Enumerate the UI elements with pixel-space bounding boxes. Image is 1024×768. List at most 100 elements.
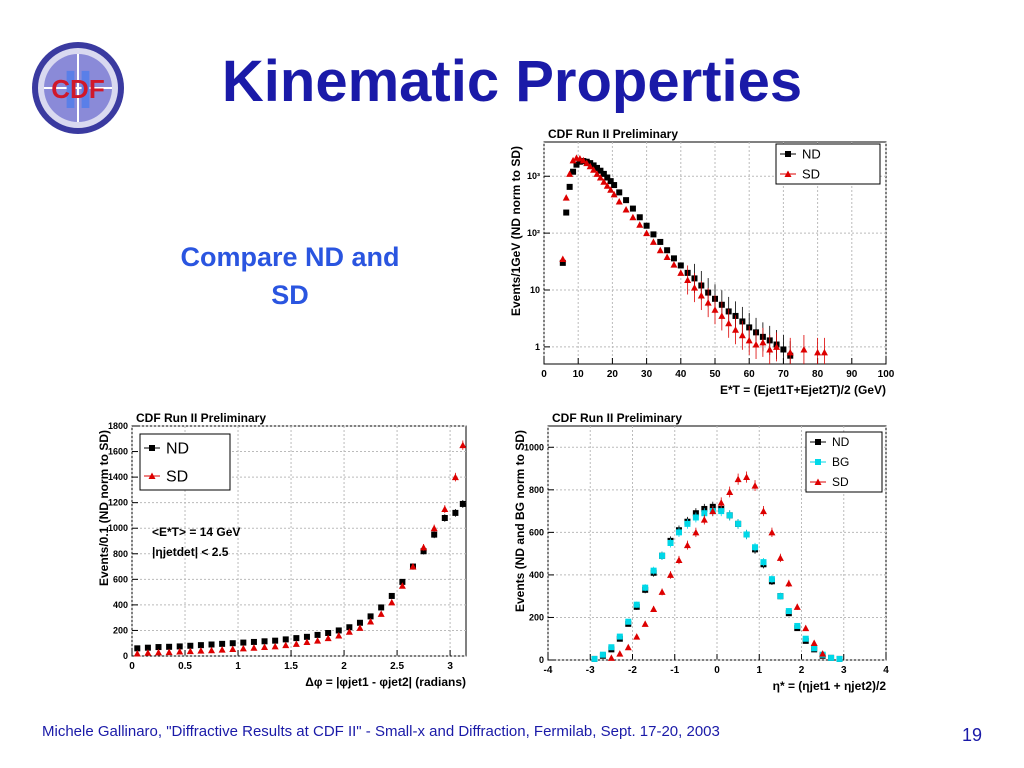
y-axis-label: Events/1GeV (ND norm to SD) — [509, 146, 523, 316]
data-point-bg — [726, 512, 733, 519]
data-point-sd — [690, 284, 698, 291]
data-point-sd — [208, 646, 216, 654]
data-point-nd — [657, 238, 664, 245]
data-point-nd — [335, 627, 342, 634]
data-point-nd — [559, 259, 566, 266]
legend-label: BG — [832, 455, 849, 469]
data-point-bg — [667, 540, 674, 546]
data-point-sd — [292, 640, 300, 647]
data-point-nd — [197, 642, 204, 649]
data-point-nd — [303, 633, 310, 640]
chart-annotation: <E*T> = 14 GeV — [152, 525, 240, 539]
data-point-sd — [250, 644, 258, 651]
x-tick-label: 40 — [675, 369, 687, 380]
legend-label: ND — [802, 147, 821, 162]
series-nd — [134, 499, 466, 652]
data-point-sd — [793, 603, 801, 610]
x-axis-label: E*T = (Ejet1T+Ejet2T)/2 (GeV) — [720, 383, 886, 397]
y-tick-label: 400 — [529, 570, 544, 580]
legend-label: SD — [166, 469, 188, 486]
data-point-sd — [144, 649, 152, 656]
x-tick-label: 1 — [756, 665, 762, 676]
x-tick-label: 20 — [607, 369, 619, 380]
y-tick-label: 0 — [539, 655, 544, 665]
data-point-sd — [692, 528, 700, 536]
y-tick-label: 800 — [529, 485, 544, 495]
data-point-sd — [459, 441, 467, 449]
data-point-sd — [658, 588, 666, 595]
data-point-sd — [616, 650, 624, 657]
y-tick-label: 1 — [535, 342, 540, 352]
data-point-sd — [677, 269, 685, 276]
data-point-sd — [176, 648, 184, 655]
data-point-sd — [356, 624, 364, 631]
legend: ND BG SD — [805, 431, 883, 493]
y-tick-label: 200 — [113, 625, 128, 635]
y-tick-label: 0 — [123, 651, 128, 661]
legend-label: ND — [166, 441, 189, 458]
chart-title: CDF Run II Preliminary — [136, 411, 266, 425]
data-point-bg — [718, 508, 725, 515]
data-point-sd — [704, 299, 712, 306]
data-point-sd — [610, 190, 618, 198]
x-tick-label: 0.5 — [178, 661, 192, 672]
data-point-sd — [603, 182, 611, 189]
data-point-sd — [768, 528, 776, 536]
data-point-sd — [717, 499, 725, 506]
data-point-sd — [785, 579, 793, 587]
data-point-bg — [794, 622, 801, 629]
data-point-sd — [559, 255, 567, 263]
data-point-sd — [586, 162, 594, 170]
y-tick-label: 1400 — [108, 472, 128, 482]
x-tick-label: 30 — [641, 369, 653, 380]
legend-label: ND — [832, 435, 850, 449]
data-point-bg — [777, 593, 784, 600]
data-point-sd — [335, 632, 343, 639]
data-point-sd — [271, 642, 279, 650]
data-point-sd — [624, 643, 632, 651]
data-point-sd — [718, 312, 726, 319]
legend-box — [775, 143, 881, 185]
et-star-chart: CDF Run II Preliminary 0 10 20 30 40 50 60 70 80 9… — [509, 127, 895, 397]
data-point-nd — [134, 645, 141, 652]
data-point-nd — [597, 167, 604, 174]
data-point-sd — [593, 170, 601, 177]
legend: ND SD — [139, 433, 231, 491]
data-point-nd — [670, 255, 677, 262]
series-sd — [133, 440, 467, 657]
x-tick-label: 0 — [129, 661, 135, 672]
data-point-nd — [388, 592, 395, 599]
x-tick-label: 2 — [341, 661, 347, 672]
data-point-sd — [229, 645, 237, 652]
data-point-sd — [732, 326, 740, 333]
slide-subtitle: Compare ND and SD — [130, 238, 450, 314]
data-point-nd — [282, 636, 289, 643]
data-point-sd — [441, 505, 449, 513]
delta-phi-chart: CDF Run II Preliminary 0 0.5 1 1.5 2 2.5 3 0 200 4… — [97, 411, 467, 689]
data-point-sd — [800, 345, 808, 353]
data-point-sd — [786, 348, 794, 356]
data-point-bg — [701, 510, 708, 517]
chart-title: CDF Run II Preliminary — [548, 127, 678, 141]
data-point-sd — [773, 343, 781, 350]
data-point-sd — [430, 524, 438, 532]
data-point-sd — [683, 541, 691, 549]
data-point-bg — [608, 644, 615, 651]
data-point-sd — [420, 543, 428, 551]
data-point-sd — [759, 338, 767, 346]
y-tick-label: 10² — [527, 228, 540, 238]
data-point-sd — [819, 650, 827, 657]
data-point-sd — [314, 637, 322, 644]
data-point-nd — [594, 164, 601, 171]
data-point-sd — [643, 229, 651, 237]
data-point-sd — [641, 620, 649, 627]
data-point-nd — [629, 205, 636, 212]
data-point-sd — [261, 643, 269, 651]
data-point-sd — [745, 336, 753, 344]
y-tick-label: 600 — [529, 527, 544, 537]
data-point-nd — [367, 613, 374, 620]
x-tick-label: 50 — [709, 369, 721, 380]
data-point-nd — [636, 214, 643, 221]
data-point-nd — [452, 509, 459, 516]
legend-marker-sd — [814, 478, 822, 485]
